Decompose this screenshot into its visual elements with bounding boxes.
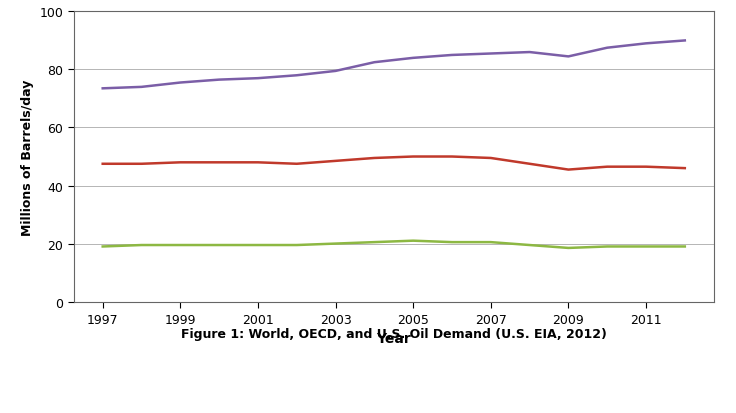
U.S. xyxy=(526,243,534,248)
World xyxy=(99,87,107,92)
Line: World: World xyxy=(103,41,684,89)
OECD xyxy=(370,156,379,161)
OECD xyxy=(137,162,146,167)
OECD xyxy=(642,165,651,170)
U.S. xyxy=(331,242,340,247)
OECD xyxy=(408,154,417,159)
U.S. xyxy=(137,243,146,248)
OECD xyxy=(99,162,107,167)
OECD xyxy=(447,154,456,159)
World xyxy=(447,53,456,58)
OECD xyxy=(680,166,689,171)
U.S. xyxy=(408,239,417,244)
OECD xyxy=(564,168,573,173)
OECD xyxy=(215,160,224,165)
OECD xyxy=(331,159,340,164)
Line: U.S.: U.S. xyxy=(103,241,684,248)
U.S. xyxy=(370,240,379,245)
U.S. xyxy=(215,243,224,248)
World xyxy=(176,81,185,86)
Line: OECD: OECD xyxy=(103,157,684,170)
World xyxy=(642,42,651,47)
World xyxy=(680,39,689,44)
World xyxy=(137,85,146,90)
U.S. xyxy=(99,244,107,249)
OECD xyxy=(253,160,262,165)
U.S. xyxy=(292,243,301,248)
OECD xyxy=(603,165,612,170)
OECD xyxy=(486,156,495,161)
World xyxy=(486,52,495,57)
OECD xyxy=(292,162,301,167)
U.S. xyxy=(564,246,573,251)
World xyxy=(408,56,417,61)
Y-axis label: Millions of Barrels/day: Millions of Barrels/day xyxy=(21,79,34,235)
U.S. xyxy=(253,243,262,248)
U.S. xyxy=(680,244,689,249)
World xyxy=(215,78,224,83)
U.S. xyxy=(176,243,185,248)
OECD xyxy=(526,162,534,167)
World xyxy=(603,46,612,51)
U.S. xyxy=(486,240,495,245)
U.S. xyxy=(603,244,612,249)
World xyxy=(292,74,301,78)
X-axis label: Year: Year xyxy=(376,332,411,345)
World xyxy=(331,69,340,74)
OECD xyxy=(176,160,185,165)
World xyxy=(370,61,379,66)
World xyxy=(253,76,262,81)
U.S. xyxy=(447,240,456,245)
World xyxy=(526,50,534,55)
Text: Figure 1: World, OECD, and U.S. Oil Demand (U.S. EIA, 2012): Figure 1: World, OECD, and U.S. Oil Dema… xyxy=(181,327,606,340)
World xyxy=(564,55,573,60)
U.S. xyxy=(642,244,651,249)
